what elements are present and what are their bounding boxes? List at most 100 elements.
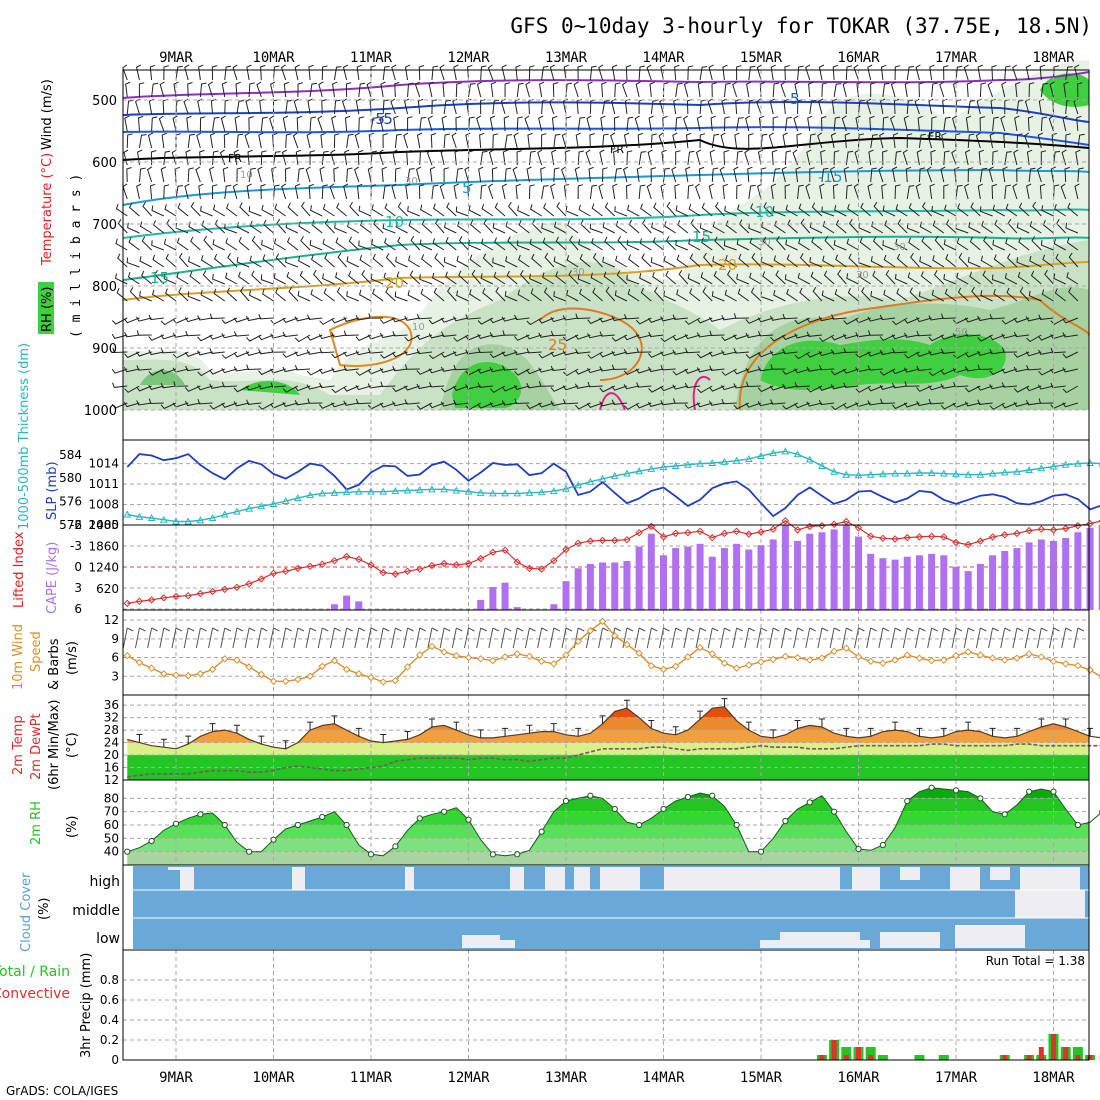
upper-barb	[312, 269, 323, 285]
upper-barb	[526, 317, 542, 326]
upper-barb	[370, 273, 384, 285]
upper-barb	[905, 166, 912, 183]
upper-barb	[1006, 253, 1018, 268]
upper-barb	[249, 255, 262, 268]
upper-barb	[758, 115, 765, 132]
upper-barb	[308, 183, 315, 200]
upper-barb	[721, 315, 737, 321]
upper-barb	[1019, 286, 1030, 302]
wind-barb	[500, 627, 512, 649]
upper-barb	[458, 270, 469, 285]
wind-barb	[927, 627, 938, 649]
date-label: 12MAR	[447, 50, 490, 66]
upper-barb	[209, 313, 225, 320]
minmax-whisker	[1062, 718, 1069, 727]
upper-barb	[507, 201, 518, 217]
upper-barb	[979, 206, 993, 217]
upper-barb	[1040, 150, 1047, 166]
upper-barb	[867, 183, 873, 200]
thickness-point	[1037, 464, 1046, 472]
minmax-whisker	[233, 724, 240, 734]
upper-barb	[385, 287, 396, 302]
upper-barb	[796, 132, 802, 149]
upper-barb	[736, 65, 742, 81]
lifted-index-point	[952, 538, 960, 547]
upper-barb	[318, 368, 335, 374]
lifted-index-point	[281, 567, 290, 575]
rh-grid	[123, 780, 1089, 865]
thickness-point	[647, 464, 656, 472]
upper-barb	[746, 81, 752, 98]
upper-barb	[297, 290, 311, 302]
upper-barb	[858, 99, 865, 115]
upper-barb	[1028, 82, 1035, 98]
upper-barb	[488, 183, 494, 200]
upper-barb	[614, 82, 621, 98]
upper-barb	[555, 236, 567, 251]
lifted-index-point	[416, 565, 424, 573]
upper-barb	[115, 203, 128, 217]
upper-barb	[684, 334, 701, 340]
lifted-index-series	[123, 517, 1100, 608]
upper-barb	[1004, 151, 1012, 166]
wind-speed-point	[745, 661, 753, 669]
upper-barb	[543, 203, 555, 217]
upper-barb	[173, 81, 179, 98]
upper-barb	[770, 64, 776, 81]
upper-barb	[747, 166, 753, 183]
upper-barb	[748, 99, 755, 115]
upper-barb	[806, 351, 823, 358]
upper-barb	[190, 202, 201, 217]
upper-barb	[964, 149, 971, 166]
upper-barb	[512, 166, 518, 183]
upper-barb	[1050, 317, 1066, 325]
date-label: 18MAR	[1032, 1070, 1075, 1086]
upper-barb	[382, 133, 388, 149]
upper-barb	[1001, 368, 1018, 374]
upper-barb	[446, 286, 457, 302]
temperature-tick-label: 28	[104, 723, 119, 737]
upper-barb	[286, 237, 299, 251]
upper-barb	[1050, 347, 1066, 354]
cape-bar	[611, 562, 619, 610]
upper-barb	[859, 237, 871, 251]
thickness-point	[440, 485, 448, 493]
lifted-index-point	[720, 529, 729, 538]
cape-bar	[355, 601, 363, 610]
upper-barb	[296, 115, 303, 132]
upper-barb	[124, 351, 140, 359]
upper-barb	[991, 64, 997, 81]
upper-barb	[123, 317, 140, 324]
upper-barb	[490, 81, 497, 98]
wind-barb	[793, 627, 804, 649]
upper-barb	[762, 271, 774, 285]
upper-barb	[136, 365, 152, 371]
rh-point	[1026, 788, 1033, 795]
lifted-index-point	[623, 535, 631, 544]
upper-barb	[868, 149, 874, 166]
upper-barb	[589, 65, 597, 81]
upper-barb	[916, 385, 932, 392]
upper-barb	[599, 385, 615, 393]
upper-barb	[489, 332, 506, 338]
upper-barb	[773, 255, 786, 268]
upper-barb	[843, 382, 859, 388]
upper-barb	[776, 235, 786, 251]
cape-label: CAPE (J/kg)	[45, 542, 60, 614]
upper-barb	[800, 218, 811, 234]
upper-barb	[785, 204, 798, 217]
cape-bar	[733, 543, 741, 610]
upper-barb	[709, 365, 725, 371]
upper-barb	[397, 236, 408, 251]
upper-barb	[199, 116, 206, 132]
upper-barb	[226, 287, 238, 302]
cape-bar	[1013, 548, 1021, 610]
thickness-point	[562, 484, 570, 492]
upper-barb	[866, 98, 872, 115]
upper-barb	[151, 116, 158, 132]
upper-barb	[916, 400, 932, 407]
upper-barb	[434, 218, 445, 234]
upper-barb	[372, 288, 384, 302]
upper-barb	[1074, 64, 1080, 81]
upper-barb	[175, 185, 184, 200]
